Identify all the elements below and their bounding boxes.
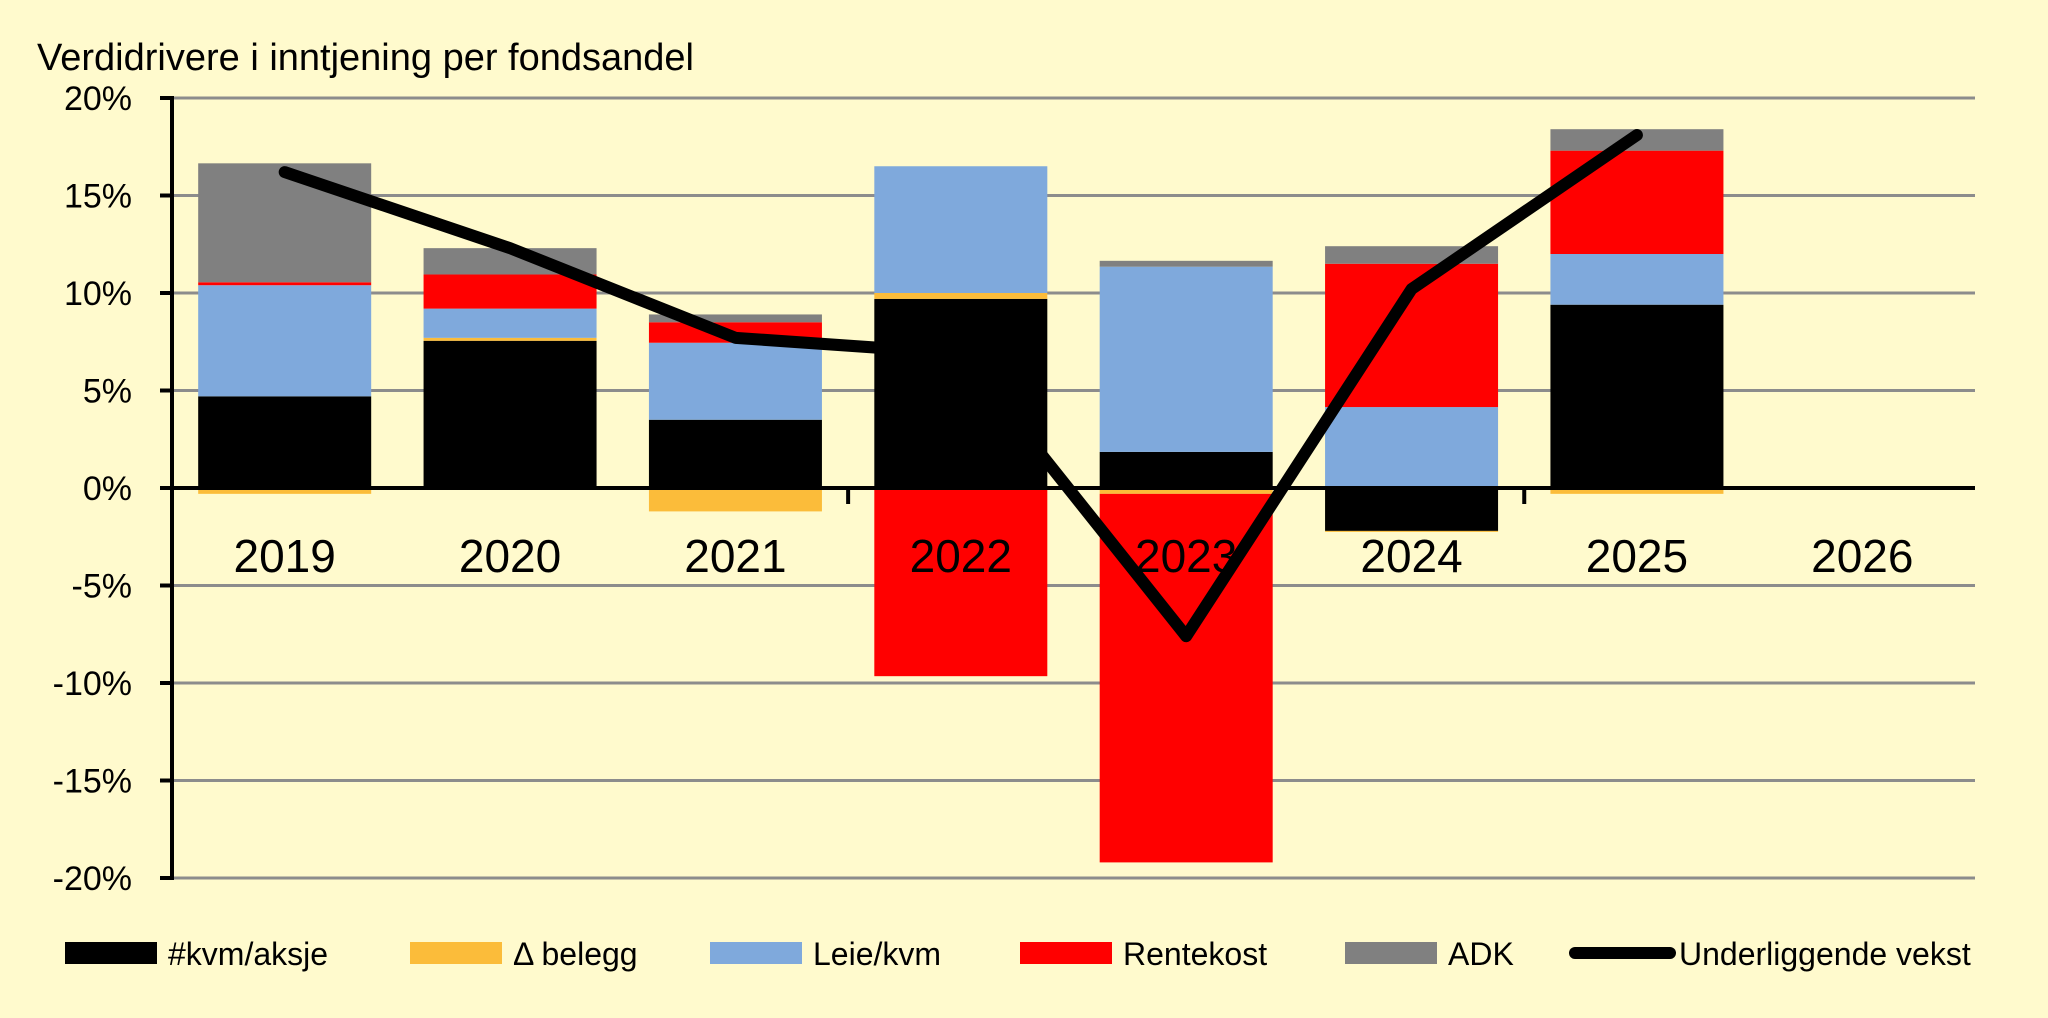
bar-segment [198,163,372,283]
bars [198,129,1724,863]
legend-swatch [710,942,802,964]
x-tick-label: 2019 [234,530,336,582]
legend-label: #kvm/aksje [168,936,328,972]
bar-segment [1099,488,1273,494]
bar-segment [1099,266,1273,452]
x-tick-label: 2025 [1586,530,1688,582]
bar-segment [648,342,822,420]
legend-item: Δ belegg [410,936,638,972]
bar-segment [1099,260,1273,267]
bar-segment [648,314,822,323]
y-axis-labels: 20% 15% 10% 5% 0% -5% -10% -15% -20% [53,80,132,898]
x-tick-label: 2020 [459,530,561,582]
y-tick-label: -15% [53,763,132,801]
bar-segment [1550,150,1724,254]
legend-swatch [1345,942,1437,964]
line-series [278,129,1643,643]
bar-segment [874,166,1048,293]
x-tick-label: 2026 [1811,530,1913,582]
bar-segment [1325,530,1499,532]
bar-segment [648,419,822,488]
legend-item: #kvm/aksje [65,936,328,972]
bar-segment [198,282,372,286]
legend-label: Underliggende vekst [1679,936,1971,972]
bar-segment [198,488,372,494]
bar-segment [198,396,372,488]
y-tick-label: 0% [83,470,132,508]
y-tick-label: -5% [72,568,132,606]
x-tick-label: 2024 [1360,530,1462,582]
bar-segment [1325,407,1499,488]
x-tick-label: 2023 [1135,530,1237,582]
bar-segment [198,285,372,397]
bar-segment [1325,488,1499,531]
y-tick-label: 15% [64,178,132,216]
bar-segment [1550,304,1724,488]
bar-segment [874,488,1048,677]
bar-segment [1550,254,1724,305]
legend: #kvm/aksje Δ belegg Leie/kvm Rentekost ADK Un… [65,936,1971,972]
legend-item: Leie/kvm [710,936,941,972]
bar-segment [423,274,597,309]
legend-item: ADK [1345,936,1514,972]
bar-segment [648,488,822,512]
bar-segment [423,308,597,338]
bar-segment [1550,488,1724,494]
legend-item: Rentekost [1020,936,1267,972]
legend-label: Δ belegg [513,936,638,972]
legend-swatch [1020,942,1112,964]
x-axis-labels: 2019 2020 2021 2022 2023 2024 2025 2026 [234,530,1914,582]
legend-swatch [410,942,502,964]
y-tick-label: 10% [64,275,132,313]
bar-segment [874,298,1048,488]
y-tick-label: -20% [53,860,132,898]
y-tick-label: 5% [83,373,132,411]
bar-segment [874,293,1048,299]
line-underliggende-vekst [278,129,1643,643]
legend-item: Underliggende vekst [1569,936,1971,972]
legend-label: ADK [1448,936,1514,972]
legend-swatch [65,942,157,964]
bar-segment [1099,451,1273,488]
y-tick-label: -10% [53,665,132,703]
bar-segment [423,337,597,341]
legend-label: Leie/kvm [813,936,941,972]
chart-title: Verdidrivere i inntjening per fondsandel [37,37,694,79]
y-tick-label: 20% [64,80,132,118]
legend-label: Rentekost [1123,936,1267,972]
x-tick-label: 2021 [684,530,786,582]
bar-segment [423,340,597,488]
x-tick-label: 2022 [910,530,1012,582]
